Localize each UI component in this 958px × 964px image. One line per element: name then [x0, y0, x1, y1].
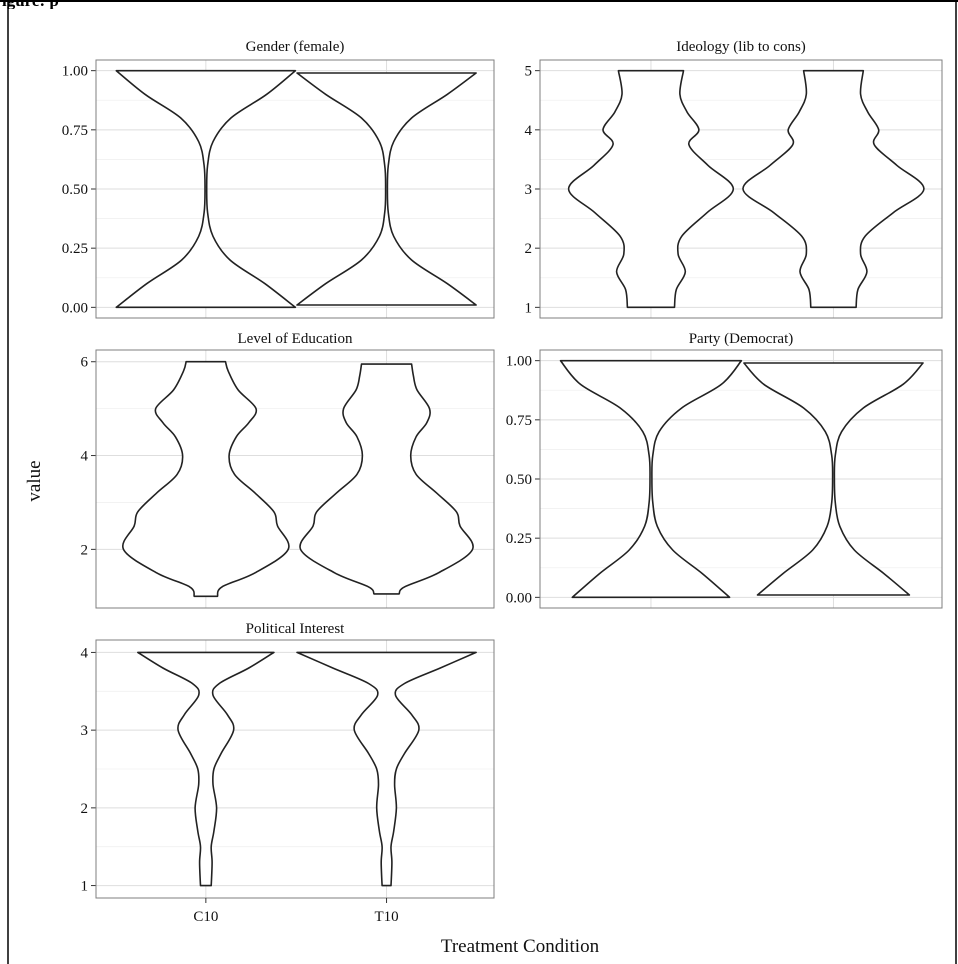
panel-border — [95, 639, 495, 899]
y-tick-label: 2 — [525, 241, 533, 257]
y-tick-label: 0.50 — [506, 472, 532, 488]
y-tick-label: 1 — [81, 879, 89, 895]
panel-title: Ideology (lib to cons) — [676, 39, 806, 55]
y-tick-label: 0.00 — [62, 300, 88, 316]
y-tick-label: 4 — [81, 449, 89, 465]
y-tick-label: 6 — [81, 355, 89, 371]
figure-caption-fragment: igure: p — [0, 0, 59, 9]
panel-title: Gender (female) — [246, 39, 345, 55]
y-tick-label: 3 — [525, 182, 533, 198]
panel-title: Political Interest — [246, 621, 346, 637]
y-tick-label: 3 — [81, 723, 89, 739]
y-tick-label: 4 — [525, 123, 533, 139]
y-tick-label: 0.75 — [506, 413, 532, 429]
panel-title: Party (Democrat) — [689, 331, 794, 347]
x-axis-title: Treatment Condition — [441, 936, 600, 957]
y-tick-label: 0.75 — [62, 123, 88, 139]
violin-t10 — [743, 362, 924, 596]
panel-border — [539, 349, 943, 609]
panel-border — [95, 349, 495, 609]
y-tick-label: 0.25 — [62, 241, 88, 257]
y-tick-label: 5 — [525, 64, 533, 80]
y-tick-label: 0.50 — [62, 182, 88, 198]
panel-border — [95, 59, 495, 319]
violin-t10 — [299, 363, 474, 595]
violin-c10 — [115, 69, 297, 309]
y-tick-label: 1.00 — [506, 354, 532, 370]
violin-c10 — [121, 360, 290, 598]
y-tick-label: 2 — [81, 801, 89, 817]
y-tick-label: 1 — [525, 300, 533, 316]
violin-c10 — [567, 69, 735, 309]
panel-title: Level of Education — [238, 331, 353, 347]
violin-c10 — [559, 359, 743, 599]
y-axis-title: value — [24, 460, 45, 501]
violin-t10 — [296, 651, 477, 887]
y-tick-label: 4 — [81, 645, 89, 661]
violin-c10 — [137, 651, 275, 887]
y-tick-label: 2 — [81, 542, 89, 558]
y-tick-label: 0.25 — [506, 531, 532, 547]
y-tick-label: 0.00 — [506, 590, 532, 606]
panel-border — [539, 59, 943, 319]
violin-t10 — [742, 69, 925, 309]
y-tick-label: 1.00 — [62, 64, 88, 80]
x-tick-label-t10: T10 — [374, 909, 398, 925]
x-tick-label-c10: C10 — [193, 909, 218, 925]
violin-t10 — [296, 72, 477, 306]
